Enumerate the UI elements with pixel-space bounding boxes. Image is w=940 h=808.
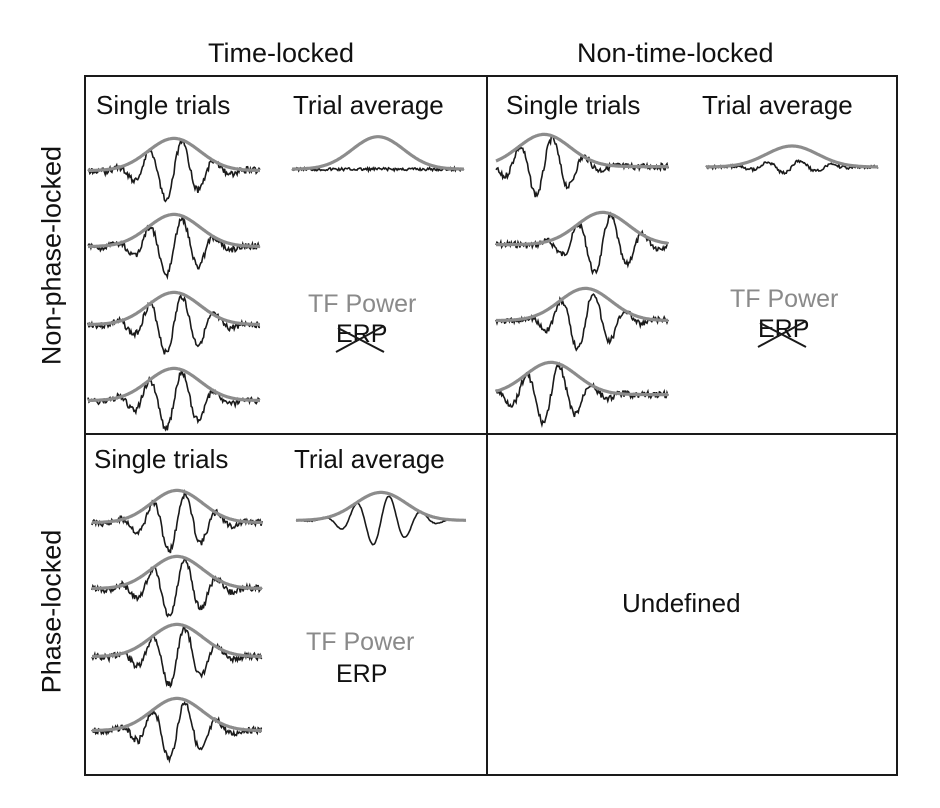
grid-divider-horizontal bbox=[84, 433, 898, 435]
power-envelope-line bbox=[92, 622, 262, 659]
trial-average-trace bbox=[291, 135, 465, 174]
waveform-line bbox=[495, 134, 669, 198]
trial-average-trace bbox=[705, 144, 879, 175]
power-envelope-line bbox=[88, 366, 260, 403]
power-envelope-line bbox=[92, 488, 262, 525]
single-trial-trace bbox=[87, 290, 261, 355]
strikethrough-cross-icon bbox=[335, 325, 385, 353]
power-envelope-line bbox=[496, 286, 668, 323]
waveform-line bbox=[291, 165, 465, 174]
erp-label: ERP bbox=[336, 660, 388, 688]
waveform-line bbox=[87, 215, 261, 281]
trial-average-header: Trial average bbox=[702, 90, 853, 120]
single-trials-header: Single trials bbox=[96, 90, 231, 120]
single-trial-trace bbox=[87, 136, 261, 203]
power-envelope-line bbox=[92, 696, 262, 733]
waveform-line bbox=[705, 159, 879, 175]
single-trial-trace bbox=[91, 696, 263, 764]
power-envelope-line bbox=[496, 210, 669, 247]
undefined-label: Undefined bbox=[622, 588, 741, 618]
power-envelope-line bbox=[88, 136, 260, 173]
grid-divider-vertical bbox=[486, 75, 488, 776]
power-envelope-line bbox=[292, 135, 464, 171]
power-envelope-line bbox=[88, 290, 260, 327]
trial-average-header: Trial average bbox=[293, 90, 444, 120]
erp-label-crossed: ERP bbox=[757, 315, 810, 348]
erp-label-crossed: ERP bbox=[335, 320, 388, 353]
single-trials-header: Single trials bbox=[94, 444, 229, 474]
row-header-phase-locked: Phase-locked bbox=[36, 529, 67, 694]
single-trial-trace bbox=[495, 360, 669, 428]
single-trial-trace bbox=[87, 366, 261, 432]
single-trial-trace bbox=[91, 622, 263, 689]
row-header-non-phase-locked: Non-phase-locked bbox=[36, 145, 67, 366]
single-trial-trace bbox=[91, 488, 263, 554]
tf-power-label: TF Power bbox=[308, 290, 417, 318]
single-trial-trace bbox=[91, 554, 263, 618]
single-trial-trace bbox=[87, 212, 261, 281]
single-trials-header: Single trials bbox=[506, 90, 641, 120]
power-envelope-line bbox=[495, 132, 668, 169]
waveform-line bbox=[495, 293, 669, 352]
single-trial-trace bbox=[495, 210, 669, 276]
power-envelope-line bbox=[92, 554, 262, 591]
tf-power-label: TF Power bbox=[730, 285, 839, 313]
column-header-time-locked: Time-locked bbox=[208, 38, 355, 68]
waveform-line bbox=[91, 701, 263, 764]
waveform-line bbox=[295, 495, 467, 546]
column-header-non-time-locked: Non-time-locked bbox=[577, 38, 774, 68]
power-envelope-line bbox=[495, 360, 668, 397]
single-trial-trace bbox=[495, 132, 669, 198]
erp-label: ERP bbox=[758, 315, 810, 343]
erp-label: ERP bbox=[336, 320, 388, 348]
trial-average-trace bbox=[295, 490, 467, 546]
tf-power-label: TF Power bbox=[306, 628, 415, 656]
waveform-line bbox=[87, 293, 261, 355]
waveform-line bbox=[91, 489, 263, 554]
trial-average-header: Trial average bbox=[294, 444, 445, 474]
waveform-line bbox=[91, 557, 263, 618]
waveform-line bbox=[87, 138, 261, 203]
waveform-line bbox=[91, 625, 263, 689]
grid-frame bbox=[84, 75, 898, 776]
single-trial-trace bbox=[495, 286, 669, 352]
power-envelope-line bbox=[88, 212, 260, 249]
power-envelope-line bbox=[706, 144, 878, 169]
power-envelope-line bbox=[296, 490, 466, 522]
strikethrough-cross-icon bbox=[757, 320, 807, 348]
